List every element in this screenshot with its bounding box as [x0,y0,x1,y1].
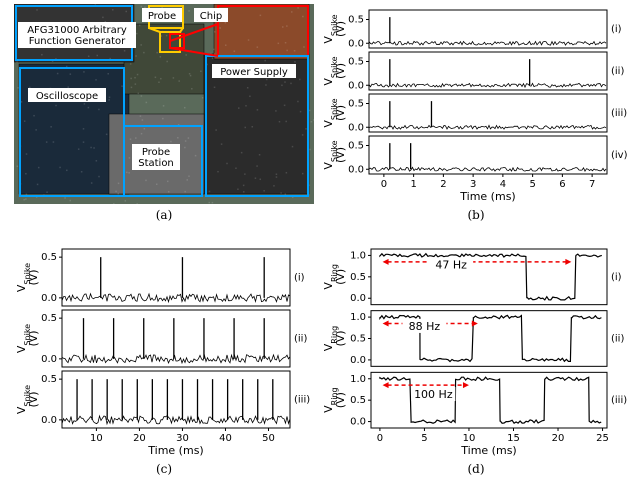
svg-text:(V): (V) [27,391,40,407]
svg-text:0.5: 0.5 [348,99,364,110]
svg-text:40: 40 [219,433,232,444]
svg-text:0.5: 0.5 [350,395,366,406]
svg-text:(V): (V) [334,63,347,79]
panel-d: 0.00.51.0VRing(V)(i)47 Hz0.00.51.0VRing(… [320,243,632,497]
svg-text:Time (ms): Time (ms) [460,444,516,457]
svg-text:50: 50 [262,433,275,444]
svg-text:0.5: 0.5 [41,252,57,263]
svg-text:100 Hz: 100 Hz [414,388,453,401]
svg-text:(ii): (ii) [611,66,624,77]
svg-text:0.0: 0.0 [41,415,57,426]
svg-text:(V): (V) [334,21,347,37]
svg-text:30: 30 [176,433,189,444]
panel-a: AFG31000 ArbitraryFunction Generator Prob… [8,4,320,243]
svg-text:(iv): (iv) [611,150,628,161]
svg-text:0.0: 0.0 [348,80,364,91]
svg-text:0: 0 [377,433,383,444]
svg-text:6: 6 [559,179,565,190]
svg-text:0.0: 0.0 [350,417,366,428]
svg-text:1.0: 1.0 [350,374,366,385]
svg-text:10: 10 [463,433,476,444]
svg-text:20: 20 [552,433,565,444]
svg-text:0.0: 0.0 [41,354,57,365]
svg-text:0.5: 0.5 [348,141,364,152]
svg-text:3: 3 [470,179,476,190]
svg-text:(V): (V) [334,330,347,346]
panel-d-caption: (d) [467,462,484,476]
svg-text:0.0: 0.0 [41,293,57,304]
svg-text:Probe: Probe [142,147,170,158]
svg-text:Function Generator: Function Generator [29,36,126,47]
svg-text:0.5: 0.5 [350,272,366,283]
svg-text:0.0: 0.0 [350,293,366,304]
svg-text:Power Supply: Power Supply [220,67,288,78]
panel-b-caption: (b) [467,208,484,222]
svg-text:0.0: 0.0 [348,122,364,133]
svg-text:Time (ms): Time (ms) [459,190,515,203]
svg-text:20: 20 [133,433,146,444]
svg-text:Chip: Chip [200,11,222,22]
svg-text:(V): (V) [334,269,347,285]
svg-text:(i): (i) [611,272,622,283]
svg-text:7: 7 [589,179,595,190]
panel-a-svg: AFG31000 ArbitraryFunction Generator Prob… [14,4,314,204]
svg-text:47 Hz: 47 Hz [435,258,467,271]
svg-text:15: 15 [507,433,520,444]
svg-text:AFG31000 Arbitrary: AFG31000 Arbitrary [27,25,127,36]
svg-text:Probe: Probe [148,11,176,22]
svg-text:0.5: 0.5 [350,334,366,345]
svg-text:(ii): (ii) [611,334,624,345]
panel-b: 0.00.5VSpike(V)(i)0.00.5VSpike(V)(ii)0.0… [320,4,632,243]
panel-c-caption: (c) [156,462,172,476]
svg-text:0: 0 [381,179,387,190]
svg-text:0.5: 0.5 [348,15,364,26]
svg-text:25: 25 [596,433,609,444]
svg-text:5: 5 [421,433,427,444]
svg-text:(V): (V) [334,392,347,408]
svg-text:(ii): (ii) [294,334,307,345]
svg-text:(iii): (iii) [611,395,627,406]
panel-d-svg: 0.00.51.0VRing(V)(i)47 Hz0.00.51.0VRing(… [321,243,631,458]
svg-text:Oscilloscope: Oscilloscope [36,91,98,102]
svg-text:1: 1 [410,179,416,190]
svg-text:Time (ms): Time (ms) [147,444,203,457]
svg-text:(i): (i) [611,24,622,35]
panel-a-caption: (a) [156,208,173,222]
svg-text:0.0: 0.0 [348,164,364,175]
svg-text:1.0: 1.0 [350,312,366,323]
svg-text:88 Hz: 88 Hz [409,320,441,333]
panel-b-svg: 0.00.5VSpike(V)(i)0.00.5VSpike(V)(ii)0.0… [321,4,631,204]
svg-text:(iii): (iii) [294,395,310,406]
svg-text:5: 5 [529,179,535,190]
svg-text:0.0: 0.0 [350,355,366,366]
svg-text:0.5: 0.5 [348,57,364,68]
svg-text:0.5: 0.5 [41,374,57,385]
svg-text:1.0: 1.0 [350,250,366,261]
panel-c: 0.00.5VSpike(V)(i)0.00.5VSpike(V)(ii)0.0… [8,243,320,497]
panel-c-svg: 0.00.5VSpike(V)(i)0.00.5VSpike(V)(ii)0.0… [14,243,314,458]
svg-text:(V): (V) [27,269,40,285]
figure-grid: AFG31000 ArbitraryFunction Generator Prob… [0,0,640,501]
svg-text:(V): (V) [27,330,40,346]
svg-text:(iii): (iii) [611,108,627,119]
svg-text:Station: Station [138,158,174,169]
svg-text:(i): (i) [294,273,305,284]
svg-text:(V): (V) [334,105,347,121]
svg-text:2: 2 [440,179,446,190]
svg-text:0.0: 0.0 [348,38,364,49]
svg-text:0.5: 0.5 [41,313,57,324]
svg-text:4: 4 [500,179,506,190]
svg-text:(V): (V) [334,147,347,163]
svg-text:10: 10 [90,433,103,444]
